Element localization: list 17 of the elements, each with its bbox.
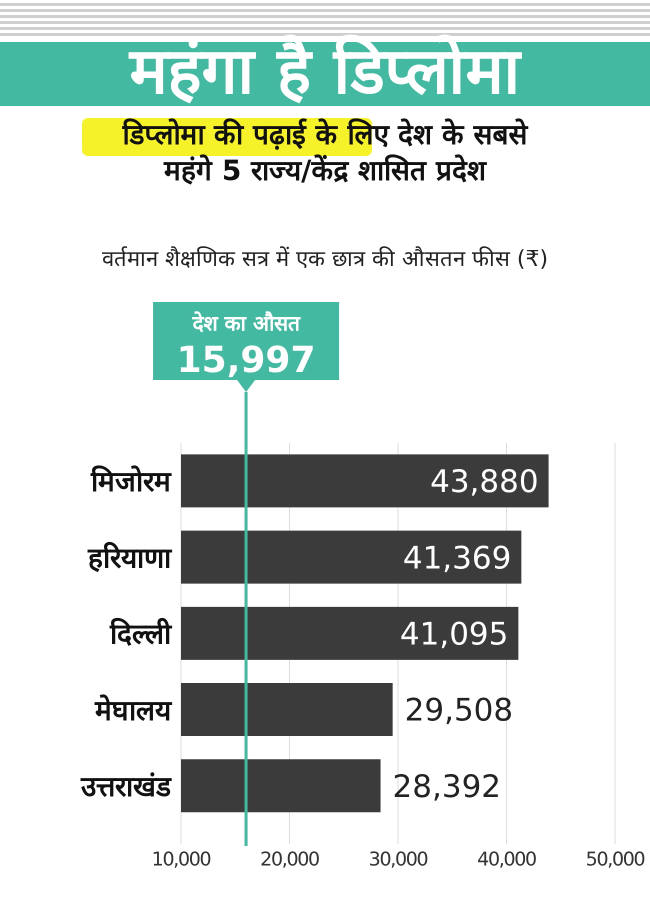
data-label: 29,508 — [404, 692, 514, 729]
y-tick-label: हरियाणा — [87, 541, 173, 574]
data-label: 28,392 — [392, 768, 502, 805]
x-tick-label: 10,000 — [152, 848, 211, 870]
x-tick-label: 40,000 — [477, 848, 536, 870]
x-tick-label: 20,000 — [260, 848, 320, 870]
x-tick-label: 30,000 — [368, 848, 428, 870]
data-label: 41,369 — [402, 540, 512, 576]
data-label: 41,095 — [400, 616, 508, 652]
x-tick-label: 50,000 — [586, 848, 645, 870]
y-tick-label: दिल्ली — [109, 618, 173, 651]
data-label: 43,880 — [430, 464, 539, 500]
y-tick-label: उत्तराखंड — [80, 770, 172, 803]
ref-line-label: देश का औसत 15,997 — [176, 310, 316, 381]
text: वर्तमान शैक्षणिक सत्र में एक छात्र की औसतन फीस (₹) — [100, 245, 550, 272]
y-tick-label: मिजोरम — [90, 465, 172, 498]
y-tick-label: मेघालय — [94, 694, 173, 727]
